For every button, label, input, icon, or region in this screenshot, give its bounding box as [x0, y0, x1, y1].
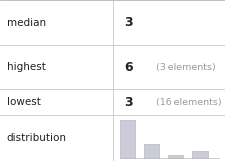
- Text: lowest: lowest: [7, 97, 40, 107]
- Text: 6: 6: [124, 61, 132, 74]
- Text: (3 elements): (3 elements): [155, 63, 215, 72]
- FancyBboxPatch shape: [167, 155, 183, 158]
- Text: median: median: [7, 18, 46, 28]
- FancyBboxPatch shape: [191, 151, 207, 158]
- Text: (16 elements): (16 elements): [155, 98, 220, 107]
- Text: 3: 3: [124, 96, 132, 109]
- FancyBboxPatch shape: [119, 120, 135, 158]
- Text: distribution: distribution: [7, 133, 66, 143]
- Text: highest: highest: [7, 62, 45, 72]
- Text: 3: 3: [124, 16, 132, 29]
- FancyBboxPatch shape: [143, 144, 159, 158]
